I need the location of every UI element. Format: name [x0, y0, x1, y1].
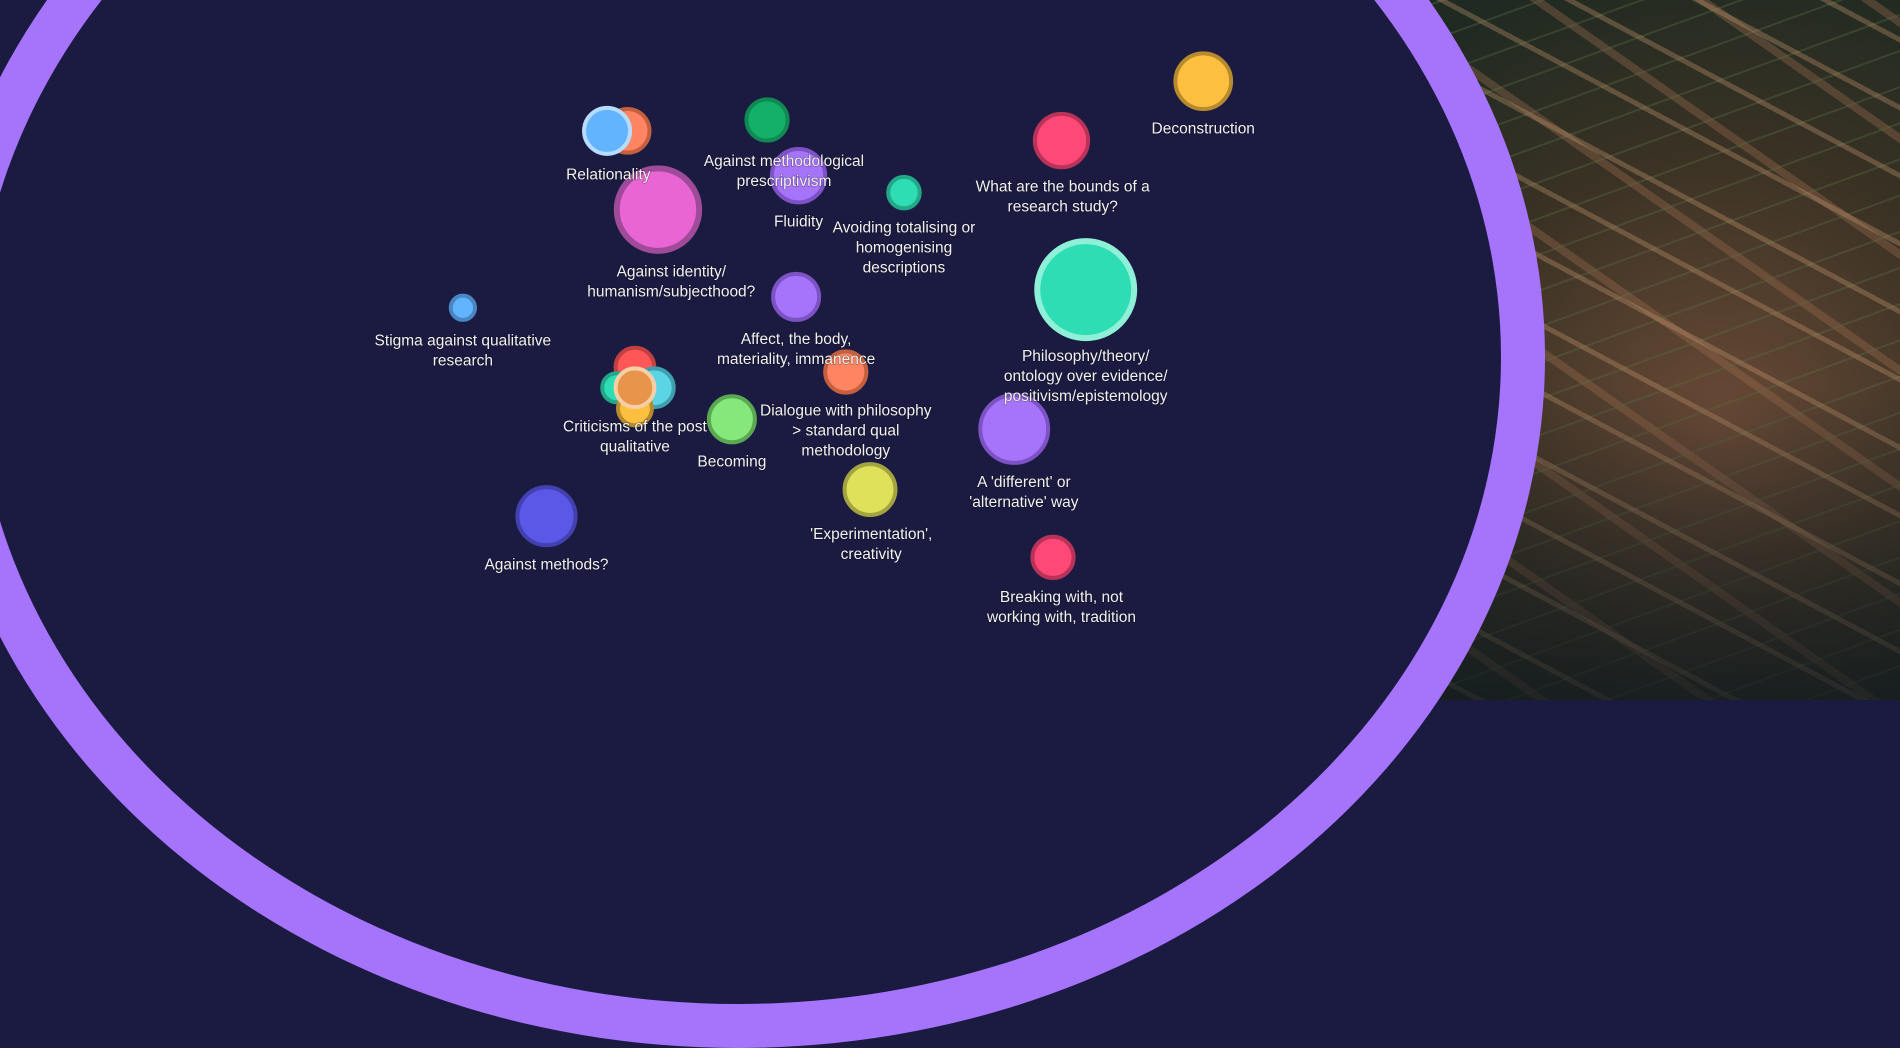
label-line: materiality, immanence	[717, 351, 875, 368]
label-line: Against methods?	[484, 557, 608, 574]
bubble-relationality[interactable]	[582, 105, 633, 156]
bubble-breaking-with-tradition[interactable]	[1030, 534, 1076, 580]
bubble-deconstruction[interactable]	[1173, 51, 1234, 112]
bubble-avoiding-totalising[interactable]	[886, 174, 922, 211]
label-line: research	[433, 352, 493, 369]
label-line: Against methodological	[704, 153, 864, 170]
label-line: humanism/subjecthood?	[587, 283, 755, 300]
label-line: Becoming	[697, 454, 766, 471]
bubble-label-stigma: Stigma against qualitative research	[375, 332, 552, 369]
label-line: Relationality	[566, 166, 651, 183]
bubble-dialogue-philosophy[interactable]	[823, 349, 869, 395]
bubble-label-becoming: Becoming	[697, 454, 766, 471]
label-line: Fluidity	[774, 214, 823, 231]
label-line: positivism/epistemology	[1004, 388, 1168, 405]
bubble-bounds-of-research[interactable]	[1032, 111, 1091, 170]
bubble-label-against-identity: Against identity/humanism/subjecthood?	[587, 263, 755, 300]
label-line: Dialogue with philosophy	[760, 403, 932, 420]
bubble-against-methods[interactable]	[515, 485, 578, 548]
bubble-experimentation[interactable]	[842, 462, 898, 517]
label-line: Philosophy/theory/	[1022, 348, 1150, 365]
label-line: 'alternative' way	[969, 494, 1079, 511]
label-line: Avoiding totalising or	[833, 220, 976, 237]
label-line: methodology	[801, 443, 890, 460]
bubble-label-criticisms: Criticisms of the post qualitative	[563, 418, 708, 455]
label-line: > standard qual	[792, 423, 899, 440]
bubble-label-different-alternative: A 'different' or 'alternative' way	[969, 474, 1079, 511]
bubble-stigma[interactable]	[448, 293, 478, 322]
bubble-label-against-methodological-prescriptivism: Against methodological prescriptivism	[704, 153, 864, 190]
label-line: ontology over evidence/	[1004, 368, 1168, 385]
bubble-label-avoiding-totalising: Avoiding totalising or homogenising descri…	[833, 220, 976, 277]
label-line: Stigma against qualitative	[375, 332, 552, 349]
bubble-label-deconstruction: Deconstruction	[1152, 120, 1255, 137]
bubble-fluidity[interactable]	[769, 147, 828, 205]
bubble-different-alternative[interactable]	[978, 393, 1051, 465]
label-line: Breaking with, not	[1000, 589, 1124, 606]
label-line: Affect, the body,	[741, 331, 852, 348]
label-line: descriptions	[863, 260, 946, 277]
bubble-label-against-methods: Against methods?	[484, 557, 608, 574]
bubble-label-fluidity: Fluidity	[774, 214, 823, 231]
bubble-map: Relationality Against methodological presc…	[374, 51, 1256, 627]
bubble-label-breaking-with-tradition: Breaking with, not working with, traditio…	[986, 589, 1136, 626]
label-line: qualitative	[600, 438, 670, 455]
label-line: working with, tradition	[986, 609, 1136, 626]
label-line: A 'different' or	[977, 474, 1071, 491]
label-line: Against identity/	[617, 263, 727, 280]
label-line: What are the bounds of a	[976, 178, 1150, 195]
bubble-label-bounds-of-research: What are the bounds of a research study?	[976, 178, 1150, 215]
label-line: 'Experimentation',	[810, 526, 932, 543]
bubble-label-dialogue-philosophy: Dialogue with philosophy > standard qual m…	[760, 403, 932, 460]
bubble-criticisms[interactable]	[613, 366, 657, 410]
label-line: homogenising	[856, 240, 953, 257]
bubble-label-relationality: Relationality	[566, 166, 651, 183]
bubble-label-affect-body: Affect, the body, materiality, immanence	[717, 331, 875, 368]
bubble-affect-body[interactable]	[771, 271, 822, 322]
bubble-label-philosophy-theory: Philosophy/theory/ontology over evidence…	[1004, 348, 1168, 405]
label-line: prescriptivism	[737, 173, 832, 190]
bubble-label-experimentation: 'Experimentation', creativity	[810, 526, 932, 563]
label-line: research study?	[1008, 198, 1119, 215]
label-line: Deconstruction	[1152, 120, 1255, 137]
bubble-philosophy-theory[interactable]	[1034, 238, 1138, 342]
bubble-against-methodological-prescriptivism[interactable]	[744, 97, 790, 143]
bubble-becoming[interactable]	[706, 394, 757, 445]
label-line: Criticisms of the post	[563, 418, 708, 435]
bubble-against-identity[interactable]	[613, 165, 703, 254]
label-line: creativity	[841, 546, 902, 563]
